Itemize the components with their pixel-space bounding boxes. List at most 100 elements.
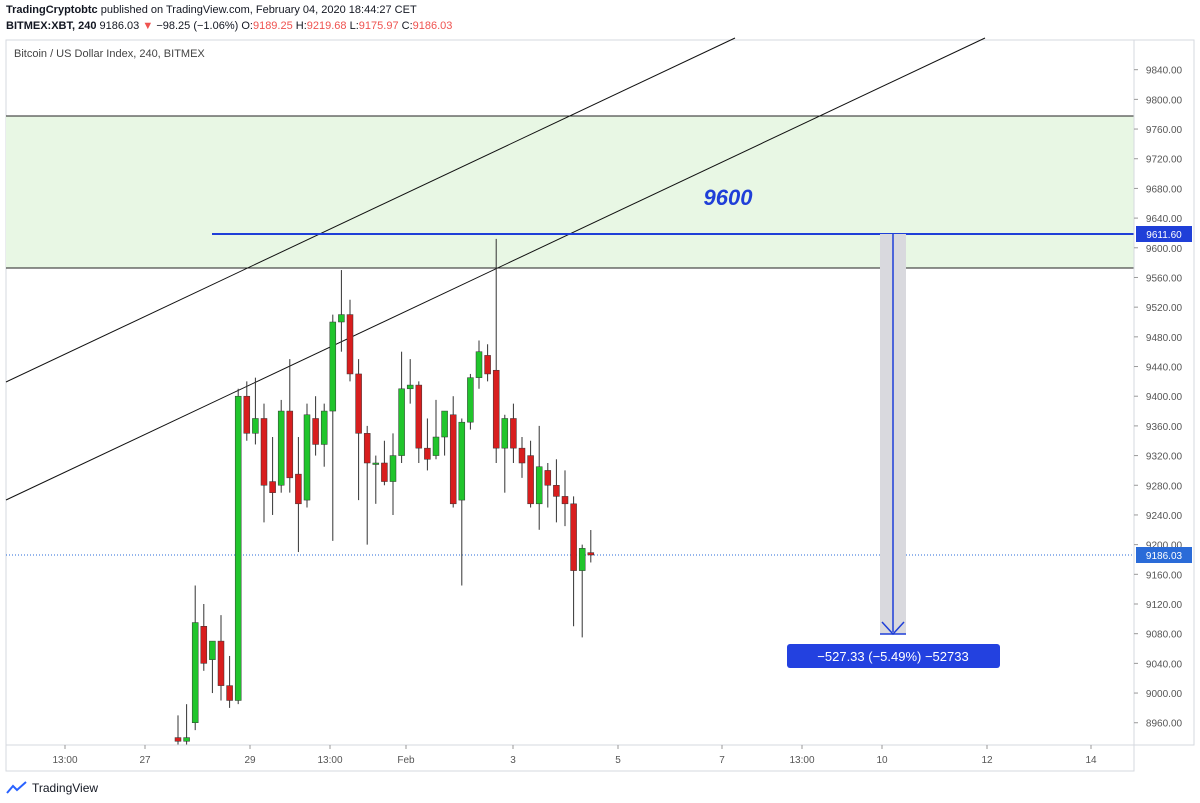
candle-up[interactable] xyxy=(252,418,259,434)
candle-down[interactable] xyxy=(492,369,500,449)
candle-up[interactable] xyxy=(389,455,397,482)
close-label: C: xyxy=(401,20,413,32)
candle-series[interactable] xyxy=(174,238,595,745)
candle-up[interactable] xyxy=(209,640,216,660)
price-tick-label: 9440.00 xyxy=(1146,363,1183,374)
price-tick-label: 8960.00 xyxy=(1146,719,1183,730)
price-tick-label: 9640.00 xyxy=(1146,214,1183,225)
high-value: 9219.68 xyxy=(306,20,347,32)
candle-down[interactable] xyxy=(449,414,457,505)
time-tick-label: 3 xyxy=(510,755,516,766)
candle-up[interactable] xyxy=(406,384,414,390)
candle-down[interactable] xyxy=(363,433,371,464)
time-tick-label: 27 xyxy=(139,755,151,766)
candle-down[interactable] xyxy=(217,640,225,686)
candle-down[interactable] xyxy=(200,626,208,664)
time-axis-ticks: 13:00 27 29 13:00 Feb 3 5 7 13:00 10 12 14 xyxy=(52,745,1097,766)
candle-down[interactable] xyxy=(570,503,577,571)
price-tick-label: 9200.00 xyxy=(1146,541,1183,552)
candle-down[interactable] xyxy=(561,496,569,505)
candle-down[interactable] xyxy=(415,384,423,449)
candle-down[interactable] xyxy=(381,462,388,482)
candle-up[interactable] xyxy=(338,314,345,323)
zone-label: 9600 xyxy=(704,185,754,210)
candle-down[interactable] xyxy=(355,373,362,434)
candle-up[interactable] xyxy=(320,410,328,445)
candle-up[interactable] xyxy=(329,321,337,412)
candle-down[interactable] xyxy=(312,418,319,445)
channel-lower-line[interactable] xyxy=(5,37,986,501)
tradingview-logo-text[interactable]: TradingView xyxy=(32,781,99,795)
candle-down[interactable] xyxy=(269,481,276,493)
candle-down[interactable] xyxy=(587,552,595,556)
candle-down[interactable] xyxy=(424,447,431,460)
candle-down[interactable] xyxy=(226,685,233,701)
symbol-name[interactable]: BITMEX:XBT, 240 xyxy=(6,20,97,32)
candle-up[interactable] xyxy=(398,388,405,456)
time-tick-label: Feb xyxy=(397,755,415,766)
candle-down[interactable] xyxy=(295,473,302,505)
measure-label: −527.33 (−5.49%) −52733 xyxy=(817,649,968,664)
candle-down[interactable] xyxy=(286,410,294,479)
time-tick-label: 29 xyxy=(244,755,256,766)
candle-down[interactable] xyxy=(510,418,517,449)
candle-up[interactable] xyxy=(578,548,586,571)
resistance-zone[interactable] xyxy=(6,116,1134,268)
price-axis-ticks: 8960.00 9000.00 9040.00 9080.00 9120.00 9160.… xyxy=(1134,66,1183,730)
candle-up[interactable] xyxy=(467,377,474,423)
current-price-label: 9186.03 xyxy=(1146,551,1183,562)
candle-down[interactable] xyxy=(544,470,552,486)
time-tick-label: 10 xyxy=(876,755,888,766)
down-arrow-icon: ▼ xyxy=(142,20,154,32)
resistance-price-label: 9611.60 xyxy=(1146,230,1182,241)
candle-down[interactable] xyxy=(484,355,491,375)
candle-up[interactable] xyxy=(191,622,199,723)
candle-down[interactable] xyxy=(174,737,182,742)
price-tick-label: 9840.00 xyxy=(1146,66,1183,77)
symbol-line: BITMEX:XBT, 240 9186.03 ▼ −98.25 (−1.06%… xyxy=(6,20,452,32)
price-tick-label: 9760.00 xyxy=(1146,125,1183,136)
candle-up[interactable] xyxy=(432,436,440,456)
price-tick-label: 9360.00 xyxy=(1146,422,1183,433)
candle-down[interactable] xyxy=(243,395,251,434)
candle-up[interactable] xyxy=(475,351,483,378)
price-tick-label: 9800.00 xyxy=(1146,95,1183,106)
candle-up[interactable] xyxy=(183,737,190,742)
low-label: L: xyxy=(349,20,359,32)
price-tick-label: 9120.00 xyxy=(1146,600,1183,611)
price-tick-label: 9480.00 xyxy=(1146,333,1183,344)
price-tick-label: 9240.00 xyxy=(1146,511,1183,522)
candle-down[interactable] xyxy=(518,447,526,464)
candle-up[interactable] xyxy=(458,421,466,501)
author-name[interactable]: TradingCryptobtc xyxy=(6,4,98,16)
current-price-tag xyxy=(1136,547,1192,563)
measure-badge[interactable] xyxy=(787,644,1000,668)
last-price: 9186.03 xyxy=(99,20,140,32)
candle-up[interactable] xyxy=(501,418,509,449)
candle-up[interactable] xyxy=(303,414,311,501)
price-tick-label: 9080.00 xyxy=(1146,630,1183,641)
candle-down[interactable] xyxy=(260,418,268,486)
channel-upper-line[interactable] xyxy=(5,37,736,383)
time-tick-label: 13:00 xyxy=(317,755,342,766)
publish-line: TradingCryptobtc published on TradingVie… xyxy=(6,4,417,16)
candle-down[interactable] xyxy=(553,485,560,497)
candle-up[interactable] xyxy=(372,462,380,465)
chart-header: TradingCryptobtc published on TradingVie… xyxy=(0,0,1200,38)
candle-up[interactable] xyxy=(277,410,285,486)
time-axis[interactable] xyxy=(5,744,1135,772)
candle-up[interactable] xyxy=(535,466,543,505)
candle-down[interactable] xyxy=(527,455,534,505)
candle-up[interactable] xyxy=(234,395,242,701)
candle-down[interactable] xyxy=(346,314,354,375)
time-tick-label: 5 xyxy=(615,755,621,766)
time-tick-label: 14 xyxy=(1085,755,1097,766)
open-value: 9189.25 xyxy=(252,20,293,32)
candle-up[interactable] xyxy=(441,410,448,438)
time-tick-label: 7 xyxy=(719,755,725,766)
resistance-price-tag xyxy=(1136,226,1192,242)
time-tick-label: 13:00 xyxy=(52,755,77,766)
price-axis[interactable] xyxy=(1133,39,1195,746)
close-value: 9186.03 xyxy=(412,20,453,32)
